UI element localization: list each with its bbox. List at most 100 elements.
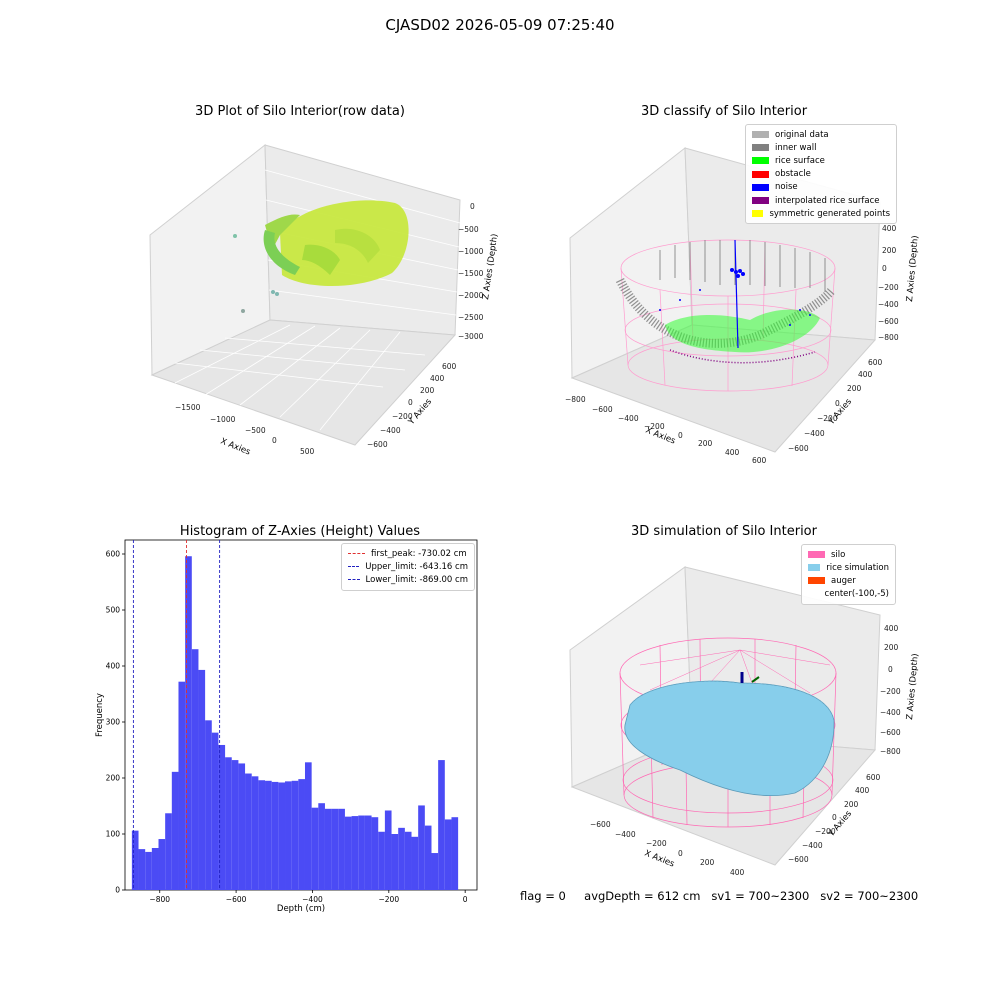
histogram-bar	[165, 813, 172, 890]
classify-y-tick: 0	[835, 399, 840, 408]
histogram-bar	[205, 720, 212, 890]
legend-entry-silo: silo	[808, 548, 889, 561]
classify-x-tick: −400	[618, 414, 639, 423]
raw-z-tick: −500	[458, 225, 479, 234]
legend-line-swatch	[348, 553, 365, 555]
x-tick-label: −800	[149, 895, 170, 904]
histogram-chart: −800 −600 −400 −200 0 0 100 200 300 400 500 600 De…	[95, 539, 478, 914]
legend-entry-interpolated-rice-surface: interpolated rice surface	[752, 194, 890, 207]
raw-y-tick: −600	[367, 440, 388, 449]
histogram-bar	[378, 831, 385, 890]
histogram-bar	[358, 815, 365, 890]
raw-z-tick: 0	[470, 202, 475, 211]
legend-label: center(-100,-5)	[824, 589, 889, 600]
classify-x-tick: 200	[698, 439, 713, 448]
raw-point-cloud	[233, 200, 409, 313]
raw-z-tick: −1000	[458, 247, 484, 256]
histogram-bar	[258, 780, 266, 890]
histogram-bar	[438, 760, 445, 890]
histogram-bar	[178, 681, 186, 890]
classify-y-tick: −200	[817, 414, 838, 423]
legend-label: rice simulation	[826, 562, 889, 573]
legend-entry-auger: auger	[808, 574, 889, 587]
classify-z-tick: −400	[878, 300, 899, 309]
simulation-y-tick: 0	[832, 813, 837, 822]
legend-swatch	[752, 170, 769, 178]
status-line: flag = 0 avgDepth = 612 cm sv1 = 700~230…	[520, 889, 918, 903]
raw-y-tick: 400	[430, 374, 445, 383]
y-tick-label: 200	[106, 774, 121, 783]
legend-swatch	[752, 210, 764, 218]
simulation-y-tick: −200	[815, 827, 836, 836]
histogram-bar	[404, 831, 412, 890]
classify-3d-plot: −800 −600 −400 −200 0 200 400 600 −600 −…	[565, 147, 921, 465]
histogram-bar	[278, 782, 286, 890]
y-tick-label: 400	[106, 662, 121, 671]
simulation-z-axis-label: Z Axies (Depth)	[905, 653, 921, 720]
simulation-y-tick: 200	[844, 800, 859, 809]
histogram-y-ticks: 0 100 200 300 400 500 600	[106, 550, 125, 895]
classify-x-tick: −600	[592, 405, 613, 414]
simulation-y-tick: 400	[855, 786, 870, 795]
legend-label: obstacle	[775, 169, 811, 180]
simulation-y-axis-label: Y Axies	[826, 809, 854, 840]
histogram-bar	[185, 556, 192, 890]
histogram-bar	[451, 817, 459, 890]
raw-z-tick: −2500	[458, 313, 484, 322]
legend-entry-obstacle: obstacle	[752, 168, 890, 181]
histogram-bar	[418, 805, 425, 890]
x-tick-label: −600	[226, 895, 247, 904]
simulation-rice-body	[624, 680, 835, 796]
simulation-y-tick: −600	[788, 855, 809, 864]
legend-label: rice surface	[775, 155, 825, 166]
legend-line-swatch	[348, 566, 360, 568]
histogram-bar	[384, 810, 392, 890]
histogram-bar	[298, 779, 305, 890]
raw-z-tick: −3000	[458, 332, 484, 341]
classify-z-tick: −600	[878, 317, 899, 326]
simulation-z-tick: 0	[888, 665, 893, 674]
histogram-bar	[265, 780, 272, 890]
legend-label: original data	[775, 129, 829, 140]
classify-z-tick: −800	[878, 333, 899, 342]
legend-swatch	[752, 157, 769, 165]
simulation-z-tick: 400	[884, 624, 899, 633]
histogram-bar	[198, 669, 206, 890]
classify-y-tick: 600	[868, 358, 883, 367]
raw-x-tick: −1000	[210, 415, 236, 424]
histogram-bar	[138, 849, 146, 890]
raw-3d-plot: −1500 −1000 −500 0 500 −600 −400 −200 0 …	[149, 143, 500, 458]
classify-y-tick: −600	[788, 444, 809, 453]
legend-swatch	[752, 183, 769, 191]
histogram-bar	[231, 760, 239, 890]
histogram-bar	[245, 773, 252, 890]
raw-z-tick: −1500	[458, 269, 484, 278]
legend-entry-noise: noise	[752, 181, 890, 194]
histogram-title: Histogram of Z-Axies (Height) Values	[179, 524, 421, 539]
simulation-y-tick: 600	[866, 773, 881, 782]
raw-x-axis-label: X Axies	[219, 437, 252, 458]
classify-interpolated-surface	[669, 349, 816, 364]
histogram-bar	[398, 827, 405, 890]
histogram-bars	[131, 556, 459, 890]
simulation-z-tick: −400	[880, 708, 901, 717]
raw-z-tick: −2000	[458, 291, 484, 300]
legend-label: noise	[775, 182, 798, 193]
histogram-legend: first_peak: -730.02 cm Upper_limit: -643…	[341, 543, 475, 591]
simulation-x-tick: 0	[678, 849, 683, 858]
histogram-bar	[271, 781, 279, 890]
histogram-bar	[291, 780, 299, 890]
histogram-bar	[444, 819, 452, 890]
raw-y-tick: −200	[392, 412, 413, 421]
legend-entry-first-peak: first_peak: -730.02 cm	[348, 547, 468, 560]
histogram-bar	[225, 757, 232, 890]
histogram-bar	[431, 853, 439, 890]
histogram-bar	[324, 808, 332, 890]
legend-swatch	[752, 144, 769, 152]
raw-x-tick: −500	[245, 426, 266, 435]
simulation-plot-title: 3D simulation of Silo Interior	[631, 524, 817, 539]
raw-y-tick: 0	[408, 398, 413, 407]
histogram-bar	[311, 807, 319, 890]
raw-x-tick: 500	[300, 447, 315, 456]
legend-entry-upper-limit: Upper_limit: -643.16 cm	[348, 560, 468, 573]
